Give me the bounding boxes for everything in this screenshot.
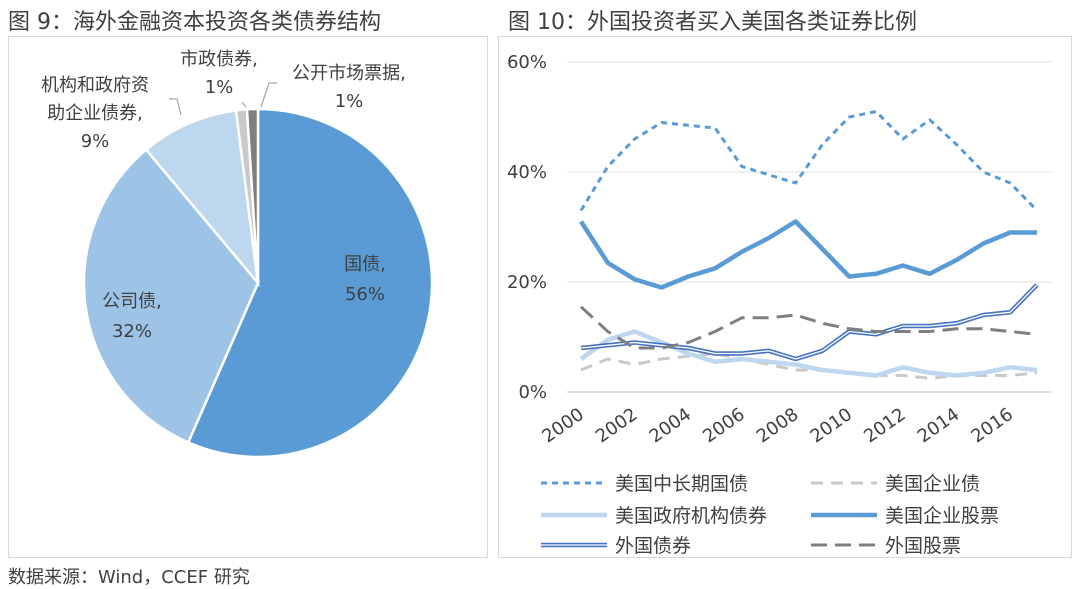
x-tick-label-5: 2010 bbox=[807, 404, 857, 447]
series-line-0 bbox=[579, 110, 1039, 212]
pie-slice-1 bbox=[82, 147, 260, 445]
pie-label-1: 公司债, bbox=[102, 291, 162, 312]
pie-leader-3 bbox=[241, 101, 247, 108]
y-tick-label-2: 40% bbox=[507, 162, 547, 183]
x-tick-label-3: 2006 bbox=[699, 404, 749, 447]
pie-label-4: 公开市场票据, bbox=[292, 63, 406, 84]
pie-slice-2 bbox=[144, 109, 260, 288]
y-tick-label-0: 0% bbox=[518, 382, 547, 403]
series-line-2 bbox=[579, 329, 1038, 378]
x-tick-label-2: 2004 bbox=[646, 404, 696, 447]
pie-label-2-line1: 机构和政府资 bbox=[41, 75, 149, 96]
legend-label-2: 美国政府机构债券 bbox=[615, 505, 767, 527]
x-tick-label-1: 2002 bbox=[592, 404, 642, 447]
pie-value-0: 56% bbox=[345, 284, 385, 305]
line-chart: 0%20%40%60%2000 2002 2004 2006 2008 2010 2012 2… bbox=[507, 52, 1051, 557]
legend-label-0: 美国中长期国债 bbox=[615, 473, 748, 495]
pie-value-4: 1% bbox=[335, 91, 364, 112]
pie-chart-panel: 国债, 56% 公司债, 32% 机构和政府资 助企业债券, 9% 市政债券, 1% 公开市场票据… bbox=[8, 36, 488, 558]
pie-value-2: 9% bbox=[81, 131, 110, 152]
series-line-4-inner bbox=[580, 284, 1038, 360]
pie-label-0: 国债, bbox=[344, 254, 386, 275]
x-tick-label-0: 2000 bbox=[538, 404, 588, 447]
pie-slice-0 bbox=[186, 107, 434, 459]
pie-value-1: 32% bbox=[112, 321, 152, 342]
pie-label-3: 市政债券, bbox=[180, 49, 258, 70]
pie-slice-4 bbox=[245, 107, 260, 284]
pie-label-2-line2: 助企业债券, bbox=[47, 103, 143, 124]
pie-leader-4 bbox=[260, 82, 277, 108]
line-chart-panel: 0% 20% 40% 60% 2000 2002 2004 2006 2008 2010 2012 2… bbox=[498, 36, 1072, 558]
legend-label-5: 外国股票 bbox=[885, 535, 961, 557]
series-line-5 bbox=[579, 305, 1038, 350]
y-tick-label-1: 20% bbox=[507, 272, 547, 293]
y-tick-label-3: 60% bbox=[507, 52, 547, 73]
legend-label-4: 外国债券 bbox=[615, 535, 691, 557]
pie-leader-2 bbox=[169, 98, 182, 116]
x-tick-label-7: 2014 bbox=[914, 404, 964, 447]
x-tick-label-4: 2008 bbox=[753, 404, 803, 447]
source-note: 数据来源：Wind，CCEF 研究 bbox=[8, 567, 250, 588]
legend-label-1: 美国企业债 bbox=[885, 473, 980, 495]
series-line-3 bbox=[579, 219, 1037, 290]
pie-value-3: 1% bbox=[205, 77, 234, 98]
line-chart-title: 图 10：外国投资者买入美国各类证券比例 bbox=[508, 10, 917, 35]
pie-chart-title: 图 9：海外金融资本投资各类债券结构 bbox=[8, 10, 381, 35]
legend-label-3: 美国企业股票 bbox=[885, 505, 999, 527]
x-tick-label-6: 2012 bbox=[860, 404, 910, 447]
x-tick-label-8: 2016 bbox=[967, 404, 1017, 447]
